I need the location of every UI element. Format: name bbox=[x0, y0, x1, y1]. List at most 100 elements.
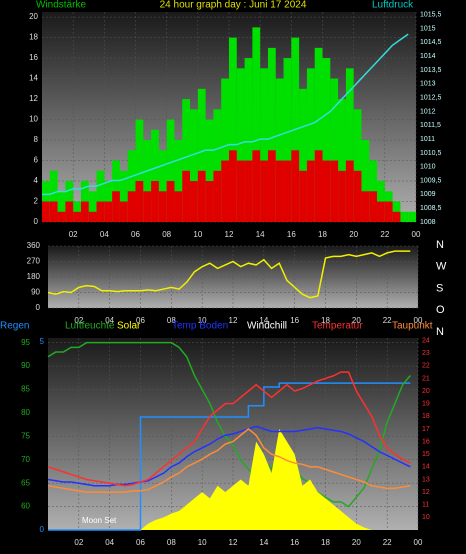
y-tick-label: 95 bbox=[21, 338, 30, 347]
bar bbox=[384, 201, 393, 222]
x-tick-label: 20 bbox=[349, 230, 358, 239]
bar bbox=[275, 78, 284, 223]
line bbox=[47, 425, 411, 487]
y2-tick-label: 13 bbox=[422, 476, 430, 483]
bar bbox=[229, 150, 237, 222]
y2-tick-label: 1010 bbox=[420, 164, 436, 171]
y2-tick-label: 1013 bbox=[420, 81, 436, 88]
y-tick-label: 70 bbox=[21, 455, 30, 464]
bar bbox=[205, 181, 214, 222]
bar bbox=[306, 160, 315, 222]
bar bbox=[338, 170, 346, 222]
bar bbox=[158, 150, 167, 222]
bar bbox=[166, 119, 175, 222]
y2-tick-label: N bbox=[436, 239, 444, 251]
annotation: Moon Set bbox=[82, 516, 117, 525]
bar bbox=[158, 191, 167, 222]
x-tick-label: 18 bbox=[318, 230, 327, 239]
y-tick-label: 75 bbox=[21, 431, 30, 440]
bar bbox=[151, 181, 159, 222]
bar bbox=[119, 201, 128, 222]
bar bbox=[127, 150, 136, 222]
y2-tick-label: 24 bbox=[422, 337, 430, 344]
y2-tick-label: 1011 bbox=[420, 136, 435, 143]
x-tick-label: 14 bbox=[259, 538, 268, 547]
bar bbox=[260, 68, 268, 222]
bar bbox=[361, 140, 370, 222]
bar bbox=[174, 191, 183, 222]
x-tick-label: 00 bbox=[414, 316, 423, 325]
y2-tick-label: O bbox=[436, 304, 445, 316]
bar bbox=[299, 88, 307, 222]
bar bbox=[345, 68, 354, 222]
y2-tick-label: 1014 bbox=[420, 53, 436, 60]
y-tick-label: 180 bbox=[27, 272, 41, 281]
y2-tick-label: 1009 bbox=[420, 191, 436, 198]
bar bbox=[119, 170, 128, 222]
bar bbox=[322, 160, 331, 222]
x-tick-label: 16 bbox=[290, 538, 299, 547]
bar bbox=[88, 211, 97, 222]
bar bbox=[213, 109, 222, 222]
x-tick-label: 02 bbox=[74, 316, 83, 325]
bar bbox=[322, 58, 331, 222]
y-tick-label: 0 bbox=[34, 217, 39, 226]
bar bbox=[236, 160, 245, 222]
y-tick-label: 10 bbox=[29, 115, 38, 124]
bar bbox=[127, 191, 136, 222]
y2-tick-label: 19 bbox=[422, 401, 430, 408]
area bbox=[48, 428, 411, 530]
bar bbox=[330, 78, 339, 223]
x-tick-label: 04 bbox=[105, 538, 114, 547]
x-tick-label: 12 bbox=[229, 538, 238, 547]
y-tick-label: 0 bbox=[36, 303, 41, 312]
bar bbox=[267, 150, 276, 222]
bar bbox=[135, 181, 144, 222]
x-tick-label: 04 bbox=[105, 316, 114, 325]
y2-tick-label: 16 bbox=[422, 438, 430, 445]
bar bbox=[205, 119, 214, 222]
legend-label: Temperatur bbox=[312, 321, 363, 332]
bar bbox=[151, 129, 159, 222]
x-tick-label: 16 bbox=[287, 230, 296, 239]
bar bbox=[330, 160, 339, 222]
x-tick-label: 16 bbox=[290, 316, 299, 325]
y2-tick-label: 15 bbox=[422, 451, 430, 458]
x-tick-label: 06 bbox=[136, 316, 145, 325]
y-tick-label: 18 bbox=[29, 33, 38, 42]
y2-tick-label: 1015 bbox=[420, 25, 436, 32]
y-axis-label: Windstärke bbox=[36, 0, 86, 11]
y2-tick-label: S bbox=[436, 282, 443, 294]
y2-tick-label: 1009,5 bbox=[420, 177, 442, 184]
y-tick-label: 90 bbox=[31, 288, 40, 297]
bar bbox=[291, 150, 300, 222]
bar bbox=[236, 68, 245, 222]
y2-tick-label: 12 bbox=[422, 489, 430, 496]
y2-tick-label: 1013,5 bbox=[420, 67, 442, 74]
bar bbox=[353, 170, 362, 222]
legend-label: Solar bbox=[117, 321, 141, 332]
bar bbox=[260, 160, 268, 222]
bar bbox=[104, 201, 113, 222]
legend-label: Regen bbox=[0, 321, 29, 332]
x-tick-label: 08 bbox=[162, 230, 171, 239]
y-tick-label: 60 bbox=[21, 502, 30, 511]
y-tick-label: 4 bbox=[34, 176, 39, 185]
bar bbox=[267, 47, 276, 223]
y-tick-label: 85 bbox=[21, 385, 30, 394]
x-tick-label: 12 bbox=[225, 230, 234, 239]
bar bbox=[221, 78, 229, 223]
y2-tick-label: 21 bbox=[422, 375, 430, 382]
y2-tick-label: 23 bbox=[422, 350, 430, 357]
bar bbox=[73, 211, 81, 222]
legend-label: Taupunkt bbox=[392, 321, 433, 332]
bar bbox=[166, 181, 175, 222]
y-tick-label: 14 bbox=[29, 74, 38, 83]
line bbox=[47, 427, 411, 493]
x-tick-label: 20 bbox=[352, 316, 361, 325]
bar bbox=[314, 47, 323, 223]
bar bbox=[42, 201, 50, 222]
bar bbox=[244, 58, 253, 222]
line bbox=[48, 382, 411, 531]
y2-tick-label: 11 bbox=[422, 502, 429, 509]
